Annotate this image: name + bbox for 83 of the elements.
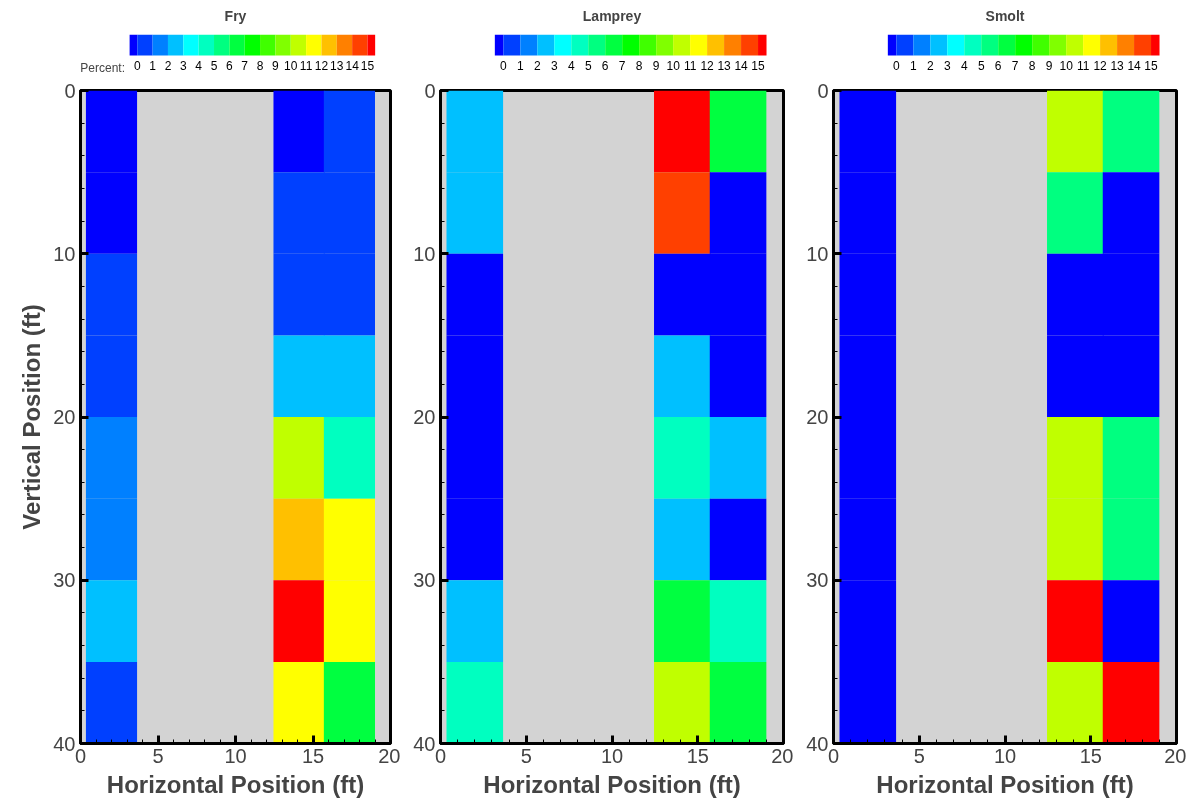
color-bar-label: 9 [1045,58,1053,73]
color-bar-label: 1 [149,58,157,73]
color-bar-label: 10 [284,58,298,73]
color-bar-label: 5 [210,58,218,73]
color-bar-label: 11 [299,58,313,73]
color-bar-label: 14 [734,58,749,73]
color-bar-label: 10 [666,58,681,73]
color-bar-label: 5 [977,58,985,73]
color-bar-label: 12 [700,58,715,73]
color-bar-label: 7 [618,58,626,73]
x-axis-title: Horizontal Position (ft) [483,770,741,798]
y-tick-label: 0 [424,79,436,102]
y-axis-title: Vertical Position (ft) [18,304,46,530]
x-tick-label: 20 [378,744,401,767]
color-bar-label: 8 [1028,58,1036,73]
color-bar-label: 11 [683,58,697,73]
color-bar-label: 1 [909,58,917,73]
color-bar-label: 4 [195,58,203,73]
x-tick-label: 10 [224,744,247,767]
color-bar-label: 2 [533,58,541,73]
color-bar-label: 6 [994,58,1002,73]
color-bar-label: 2 [164,58,172,73]
color-bar-label: 0 [499,58,507,73]
x-axis-title: Horizontal Position (ft) [106,770,365,798]
y-tick-label: 40 [413,732,436,755]
color-bar-label: 15 [360,58,375,73]
color-bar-label: 11 [1076,58,1090,73]
y-tick-label: 40 [806,732,829,755]
y-tick-label: 30 [806,569,829,592]
y-tick-label: 20 [806,406,829,428]
color-bar-label: 4 [567,58,575,73]
y-tick-label: 10 [53,242,76,265]
color-bar-label: 6 [226,58,234,73]
color-bar-label: 3 [550,58,558,73]
y-tick-label: 30 [53,569,76,592]
color-bar-label: 8 [635,58,643,73]
x-tick-label: 5 [520,744,532,767]
y-tick-label: 0 [64,79,76,102]
chart-title: Lamprey [582,7,642,24]
color-bar-label: 13 [330,58,344,73]
color-bar-label: 0 [133,58,141,73]
color-bar-label: 7 [1011,58,1019,73]
x-tick-label: 10 [600,744,624,767]
x-tick-label: 20 [771,744,794,767]
color-bar-label: 15 [751,58,766,73]
x-tick-label: 20 [1164,744,1187,767]
color-bar-label: 13 [717,58,732,73]
y-tick-label: 20 [413,406,436,428]
x-tick-label: 15 [301,744,325,767]
color-bar-label: 3 [179,58,187,73]
y-tick-label: 10 [413,242,436,265]
y-tick-label: 30 [413,569,436,592]
x-tick-label: 10 [993,744,1017,767]
chart-title: Fry [224,7,247,24]
color-bar-label: 12 [314,58,329,73]
color-bar-label: 7 [241,58,249,73]
color-bar-label: 9 [652,58,660,73]
color-bar-label: 2 [926,58,934,73]
color-bar-label: 3 [943,58,951,73]
color-bar-label: 14 [345,58,360,73]
color-bar-label: 8 [256,58,264,73]
y-tick-label: 20 [53,406,76,428]
color-bar-label: 10 [1059,58,1074,73]
y-tick-label: 0 [817,79,829,102]
color-bar-label: 1 [516,58,524,73]
x-axis-title: Horizontal Position (ft) [876,770,1134,798]
y-tick-label: 40 [53,732,76,755]
x-tick-label: 15 [1079,744,1102,767]
color-bar-label: 9 [272,58,280,73]
color-bar-label: 6 [601,58,609,73]
color-bar-label: 0 [892,58,900,73]
color-bar-label: 12 [1093,58,1108,73]
color-bar-label: 4 [960,58,968,73]
legend-title: Percent: [80,60,126,75]
color-bar-label: 5 [584,58,592,73]
color-bar-label: 14 [1127,58,1142,73]
x-tick-label: 5 [152,744,164,767]
chart-title: Smolt [985,7,1025,24]
x-tick-label: 5 [913,744,925,767]
y-tick-label: 10 [806,242,829,265]
x-tick-label: 15 [686,744,709,767]
color-bar-label: 15 [1144,58,1159,73]
color-bar-label: 13 [1110,58,1125,73]
